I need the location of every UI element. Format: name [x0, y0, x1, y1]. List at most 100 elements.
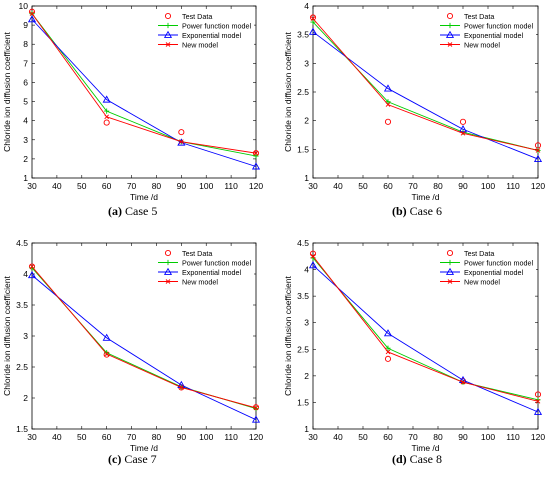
- data-point-new: [29, 11, 35, 16]
- x-tick-label: 90: [177, 432, 187, 442]
- y-axis-label: Chloride ion diffusion coefficient: [2, 32, 12, 152]
- data-point-exp: [102, 333, 111, 341]
- data-point-power: [310, 19, 316, 25]
- x-tick-label: 70: [408, 181, 418, 191]
- data-point-new: [310, 16, 316, 21]
- data-point-exp: [102, 95, 111, 103]
- legend-marker-power: [165, 259, 171, 266]
- y-tick-label: 2.5: [16, 362, 28, 372]
- data-point-exp: [383, 84, 393, 92]
- caption-a: (a) Case 5: [108, 204, 158, 218]
- legend-marker-exp: [163, 30, 173, 38]
- x-tick-label: 110: [506, 432, 520, 442]
- x-tick-label: 90: [458, 432, 468, 442]
- y-tick-label: 2: [304, 371, 309, 381]
- x-tick-label: 30: [27, 432, 37, 442]
- data-point-new: [535, 148, 541, 153]
- x-tick-label: 40: [333, 432, 343, 442]
- y-tick-label: 3: [23, 331, 28, 341]
- series-line-power: [31, 13, 257, 157]
- chart-0: 30 40 50 60 70 80 90 100 110 120 1 2 3 4 5 6 7 8 9 10 Time /…: [2, 1, 263, 202]
- legend-marker-test: [164, 249, 172, 257]
- x-tick-label: 120: [249, 432, 263, 442]
- x-tick-label: 110: [224, 181, 238, 191]
- y-tick-label: 10: [19, 1, 29, 11]
- legend-marker-power: [447, 22, 453, 29]
- caption-d: (d) Case 8: [392, 452, 442, 466]
- legend-label: Test Data: [464, 249, 494, 258]
- y-tick-label: 3.5: [297, 291, 309, 301]
- data-point-test: [384, 355, 392, 362]
- y-tick-label: 1.5: [16, 424, 28, 434]
- y-tick-label: 5: [23, 97, 28, 107]
- caption-b: (b) Case 6: [392, 204, 442, 218]
- data-point-power: [104, 108, 110, 114]
- data-point-new: [310, 253, 316, 259]
- y-tick-label: 6: [23, 77, 28, 87]
- legend-marker-new: [447, 279, 453, 284]
- data-point-new: [104, 114, 109, 120]
- data-point-power: [385, 99, 391, 105]
- legend-marker-new: [165, 279, 171, 284]
- x-axis-label: Time /d: [130, 192, 158, 202]
- legend-marker-exp: [163, 267, 173, 275]
- legend-label: Exponential model: [182, 31, 242, 40]
- x-axis-label: Time /d: [130, 443, 158, 453]
- x-axis-label: Time /d: [411, 443, 439, 453]
- data-point-power: [385, 345, 391, 351]
- chart-3: 30 40 50 60 70 80 90 100 110 120 1 1.5 2 2.5 3 3.5 4 4.5 T…: [283, 238, 545, 453]
- legend-marker-new: [165, 42, 171, 47]
- y-tick-label: 3: [23, 135, 28, 145]
- x-tick-label: 110: [224, 432, 238, 442]
- x-tick-label: 60: [383, 181, 393, 191]
- y-tick-label: 2.5: [297, 344, 309, 354]
- series-new: [29, 264, 259, 411]
- data-point-exp: [27, 15, 37, 23]
- x-tick-label: 80: [433, 181, 443, 191]
- y-tick-label: 1: [23, 173, 28, 183]
- x-tick-label: 80: [433, 432, 443, 442]
- y-tick-label: 3: [304, 58, 309, 68]
- y-tick-label: 3: [304, 318, 309, 328]
- x-tick-label: 70: [127, 432, 137, 442]
- x-tick-label: 80: [152, 181, 162, 191]
- x-axis-label: Time /d: [411, 192, 439, 202]
- legend-label: Power function model: [182, 258, 252, 267]
- x-tick-label: 50: [77, 432, 87, 442]
- x-tick-label: 120: [249, 181, 263, 191]
- data-point-new: [385, 349, 391, 355]
- x-tick-label: 100: [199, 432, 213, 442]
- series-line-new: [312, 18, 539, 151]
- caption-c: (c) Case 7: [108, 452, 157, 466]
- series-exp: [308, 27, 543, 163]
- y-tick-label: 3.5: [297, 30, 309, 40]
- series-line-power: [312, 257, 539, 401]
- legend-label: Test Data: [464, 12, 494, 21]
- legend-marker-new: [447, 42, 453, 47]
- y-tick-label: 4.5: [297, 238, 309, 248]
- x-tick-label: 90: [177, 181, 187, 191]
- x-tick-label: 30: [27, 181, 37, 191]
- data-point-new: [253, 150, 259, 156]
- y-tick-label: 4: [23, 116, 28, 126]
- y-tick-label: 1: [304, 424, 309, 434]
- y-tick-label: 4: [23, 269, 28, 279]
- legend-marker-test: [164, 12, 172, 20]
- y-tick-label: 9: [23, 20, 28, 30]
- chart-1: 30 40 50 60 70 80 90 100 110 120 1 1.5 2 2.5 3 3.5 4 Time…: [283, 1, 545, 202]
- legend-label: Exponential model: [464, 268, 524, 277]
- data-point-test: [103, 119, 110, 126]
- series-line-new: [312, 256, 539, 402]
- data-point-exp: [533, 154, 543, 163]
- series-line-new: [31, 266, 257, 409]
- data-point-new: [179, 385, 184, 390]
- legend-marker-power: [447, 259, 453, 266]
- data-point-exp: [533, 407, 543, 415]
- legend-label: New model: [464, 40, 500, 49]
- data-point-exp: [383, 329, 393, 337]
- data-point-new: [104, 351, 109, 357]
- y-tick-label: 2: [304, 116, 309, 126]
- legend-label: Power function model: [464, 21, 534, 30]
